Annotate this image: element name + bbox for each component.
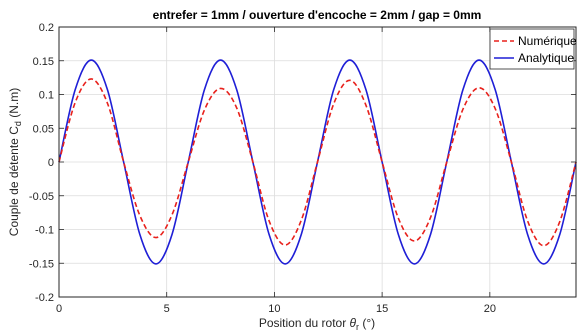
x-tick-label: 5 xyxy=(164,303,170,315)
x-tick-label: 0 xyxy=(56,303,62,315)
y-tick-label: 0 xyxy=(48,157,54,169)
y-axis-label: Couple de détente Cd (N.m) xyxy=(7,88,23,236)
x-axis-label: Position du rotor θr (°) xyxy=(259,316,375,332)
y-tick-labels: -0.2 -0.15 -0.1 -0.05 0 0.05 0.1 0.15 0.2 xyxy=(29,22,54,304)
legend-box xyxy=(489,28,575,70)
x-axis-label-subscript: r xyxy=(356,322,359,332)
y-tick-label: 0.1 xyxy=(39,90,54,102)
x-axis-label-symbol: θ xyxy=(350,316,357,330)
x-tick-label: 10 xyxy=(268,303,280,315)
x-tick-label: 20 xyxy=(484,303,496,315)
legend-label-numerique: Numérique xyxy=(518,34,577,48)
legend-label-analytique: Analytique xyxy=(518,51,574,65)
x-tick-label: 15 xyxy=(376,303,388,315)
y-axis-label-prefix: Couple de détente C xyxy=(7,126,21,236)
x-axis-label-prefix: Position du rotor xyxy=(259,316,350,330)
y-tick-label: -0.2 xyxy=(35,292,54,304)
chart-title: entrefer = 1mm / ouverture d'encoche = 2… xyxy=(153,8,482,22)
y-tick-label: -0.1 xyxy=(35,225,54,237)
x-tick-labels: 0 5 10 15 20 xyxy=(56,303,496,315)
y-axis-label-suffix: (N.m) xyxy=(7,88,21,121)
y-tick-label: -0.15 xyxy=(29,258,54,270)
y-tick-label: 0.2 xyxy=(39,22,54,34)
y-tick-label: 0.15 xyxy=(33,56,54,68)
y-tick-label: 0.05 xyxy=(33,123,54,135)
x-axis-label-suffix: (°) xyxy=(359,316,375,330)
series-group xyxy=(58,59,577,265)
series-line-numerique xyxy=(58,78,577,247)
y-tick-label: -0.05 xyxy=(29,191,54,203)
y-axis-label-subscript: d xyxy=(13,121,23,126)
legend: Numérique Analytique xyxy=(489,28,577,70)
